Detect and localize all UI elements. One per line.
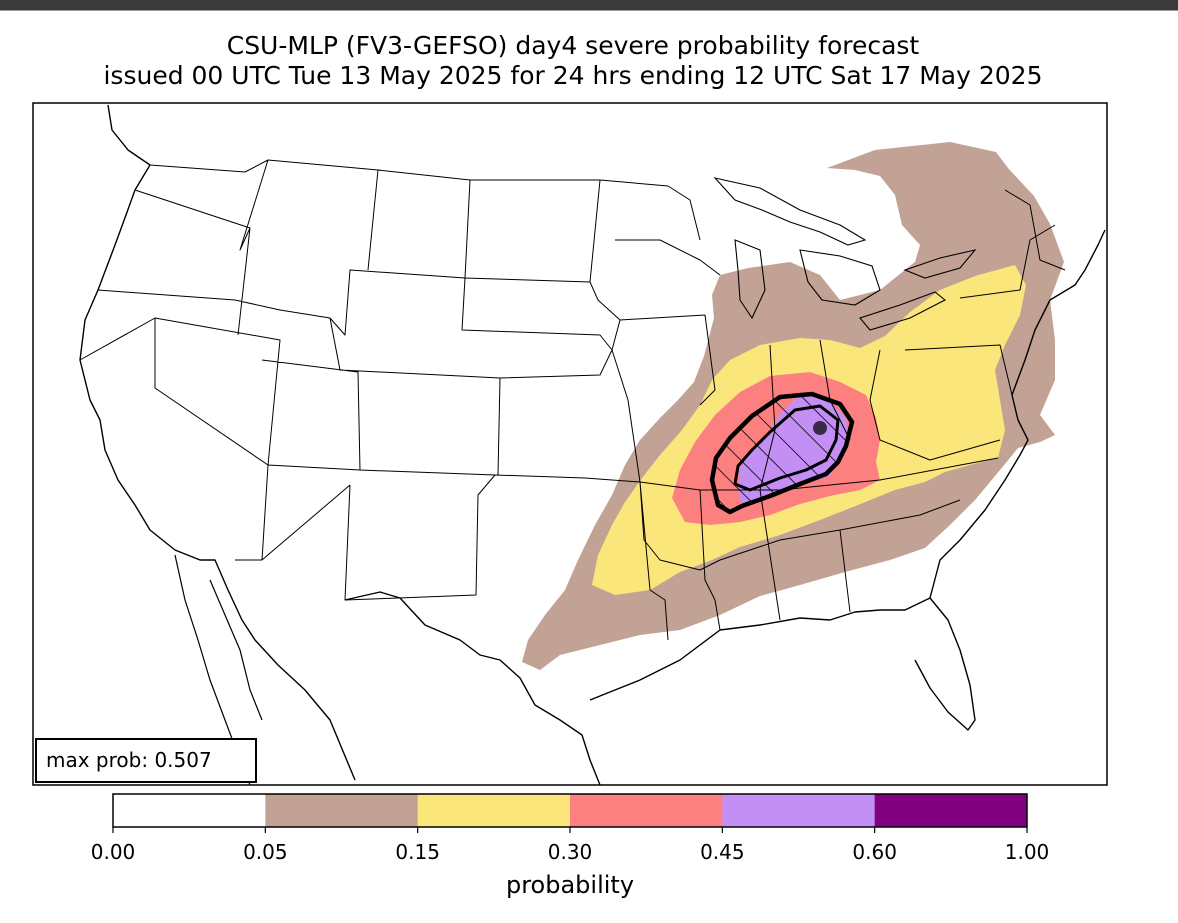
colorbar-tick-label: 0.30 <box>547 840 593 864</box>
significant-severe-outline <box>709 391 855 515</box>
great-lakes-outline <box>713 177 977 331</box>
map-plot-area <box>33 103 1107 785</box>
colorbar-bin-0 <box>113 794 266 827</box>
colorbar <box>112 794 1028 833</box>
state-boundaries <box>79 159 1066 641</box>
max-prob-marker <box>813 421 827 435</box>
colorbar-frame <box>112 793 1028 828</box>
window-top-bar <box>0 0 1178 11</box>
colorbar-bin-3 <box>570 794 723 827</box>
colorbar-bin-4 <box>722 794 876 827</box>
max-prob-box: max prob: 0.507 <box>35 738 257 783</box>
inner-outline <box>733 404 840 492</box>
colorbar-tick-label: 1.00 <box>1004 840 1050 864</box>
map-frame <box>32 102 1108 786</box>
colorbar-bin-2 <box>417 794 571 827</box>
colorbar-tick-label: 0.45 <box>700 840 745 864</box>
chart-title-line-2: issued 00 UTC Tue 13 May 2025 for 24 hrs… <box>103 61 1043 90</box>
colorbar-bin-5 <box>874 794 1028 827</box>
chart-title-line-1: CSU-MLP (FV3-GEFSO) day4 severe probabil… <box>226 31 920 60</box>
colorbar-label: probability <box>505 871 635 899</box>
colorbar-tick-label: 0.60 <box>852 840 897 864</box>
colorbar-tick-label: 0.05 <box>243 840 288 864</box>
colorbar-tick-label: 0.00 <box>90 840 136 864</box>
us-coastline-outline <box>79 104 1106 785</box>
colorbar-bin-1 <box>265 794 419 827</box>
colorbar-tick-label: 0.15 <box>395 840 440 864</box>
